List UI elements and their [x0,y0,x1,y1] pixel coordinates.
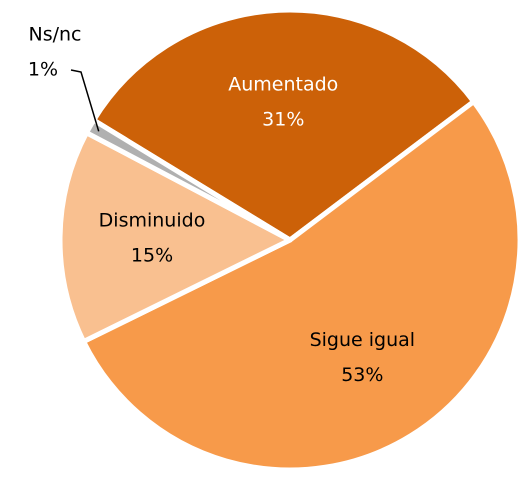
slice-value-label: 1% [28,59,58,81]
pie-slice [81,99,523,473]
slice-label: Sigue igual [310,329,415,351]
slice-label: Ns/nc [28,24,81,46]
slice-value-label: 31% [262,109,304,131]
slice-value-label: 15% [131,245,173,267]
pie-slice [84,117,293,243]
slice-value-label: 53% [341,364,383,386]
slice-label: Aumentado [228,74,338,96]
pie-slice [57,130,293,345]
leader-line [70,69,100,132]
slice-label: Disminuido [99,210,206,232]
pie-slice [91,7,477,243]
